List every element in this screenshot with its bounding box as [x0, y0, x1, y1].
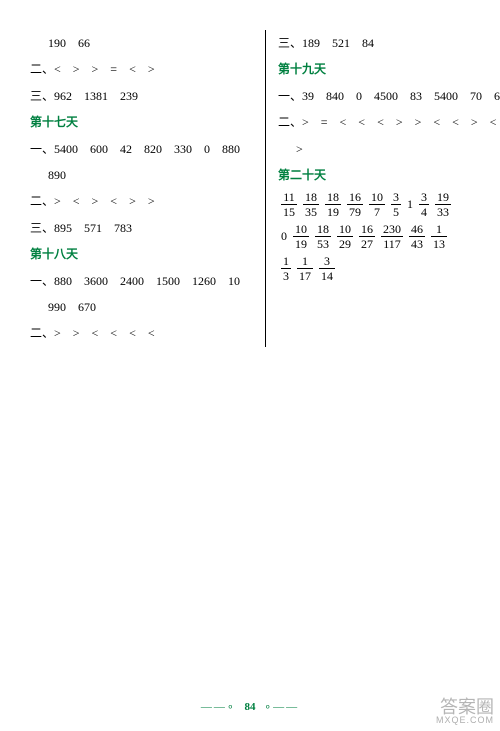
fraction: 314	[319, 255, 335, 282]
footer-deco-left: ——∘	[201, 701, 236, 713]
watermark-text: 答案圈	[440, 697, 494, 717]
footer-deco-right: ∘——	[264, 701, 299, 713]
text-line: 890	[30, 162, 255, 188]
text-line: 一、5400 600 42 820 330 0 880	[30, 136, 255, 162]
text-line: >	[278, 136, 480, 162]
fraction: 13	[281, 255, 291, 282]
watermark: 答案圈 MXQE.COM	[436, 698, 494, 725]
text-line: 一、39 840 0 4500 83 5400 70 680	[278, 83, 480, 109]
page-footer: ——∘ 84 ∘——	[0, 700, 500, 713]
fraction: 1679	[347, 191, 363, 218]
fraction: 1019	[293, 223, 309, 250]
plain-number: 1	[407, 189, 413, 220]
text-line: 二、> = < < < > > < < > <	[278, 109, 480, 135]
fraction: 113	[431, 223, 447, 250]
fraction: 35	[391, 191, 401, 218]
plain-number: 0	[281, 221, 287, 252]
text-line: 二、< > > = < >	[30, 56, 255, 82]
text-line: 990 670	[30, 294, 255, 320]
fraction: 34	[419, 191, 429, 218]
text-line: 三、895 571 783	[30, 215, 255, 241]
fraction-row: 0 1019 1853 1029 1627 230117 4643 113	[278, 220, 480, 252]
fraction: 107	[369, 191, 385, 218]
fraction: 1029	[337, 223, 353, 250]
page-content: 190 66 二、< > > = < > 三、962 1381 239 第十七天…	[0, 0, 500, 347]
text-line: 二、> < > < > >	[30, 188, 255, 214]
fraction-row: 1115 1835 1819 1679 107 35134 1933	[278, 188, 480, 220]
fraction: 1933	[435, 191, 451, 218]
fraction: 1853	[315, 223, 331, 250]
fraction: 1115	[281, 191, 297, 218]
fraction: 1835	[303, 191, 319, 218]
day-heading-20: 第二十天	[278, 162, 480, 188]
day-heading-18: 第十八天	[30, 241, 255, 267]
fraction-row: 13 117 314	[278, 252, 480, 283]
fraction: 1819	[325, 191, 341, 218]
right-column: 三、189 521 84 第十九天 一、39 840 0 4500 83 540…	[265, 30, 480, 347]
text-line: 190 66	[30, 30, 255, 56]
fraction: 1627	[359, 223, 375, 250]
text-line: 三、189 521 84	[278, 30, 480, 56]
day-heading-17: 第十七天	[30, 109, 255, 135]
watermark-subtext: MXQE.COM	[436, 716, 494, 725]
fraction: 117	[297, 255, 313, 282]
text-line: 一、880 3600 2400 1500 1260 10	[30, 268, 255, 294]
fraction: 230117	[381, 223, 403, 250]
text-line: 二、> > < < < <	[30, 320, 255, 346]
page-number: 84	[239, 701, 262, 713]
left-column: 190 66 二、< > > = < > 三、962 1381 239 第十七天…	[30, 30, 265, 347]
fraction: 4643	[409, 223, 425, 250]
text-line: 三、962 1381 239	[30, 83, 255, 109]
day-heading-19: 第十九天	[278, 56, 480, 82]
